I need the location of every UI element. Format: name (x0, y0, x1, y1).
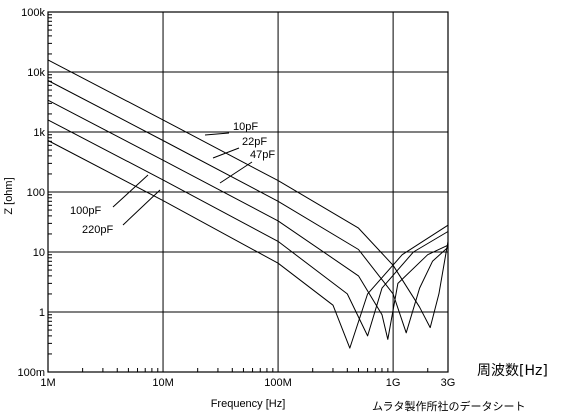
series-line-47pF (47, 99, 449, 340)
x-tick-label: 1G (386, 377, 401, 389)
series-label-47pF: 47pF (250, 149, 275, 161)
x-tick-label: 3G (441, 377, 456, 389)
leader-line-22pF (212, 147, 240, 159)
series-label-220pF: 220pF (82, 224, 113, 236)
series-label-10pF: 10pF (233, 121, 258, 133)
grid (47, 11, 449, 373)
y-tick-label: 1k (33, 127, 45, 139)
y-tick-label: 100 (27, 187, 45, 199)
series-line-220pF (47, 140, 449, 349)
x-axis-title: Frequency [Hz] (211, 398, 286, 410)
leader-line-10pF (204, 132, 230, 136)
y-tick-label: 1 (39, 307, 45, 319)
frequency-unit-note: 周波数[Hz] (477, 363, 548, 379)
plot-border (47, 11, 449, 373)
leader-line-100pF (112, 174, 149, 208)
leader-line-220pF (122, 189, 161, 226)
y-tick-label: 100k (21, 7, 45, 19)
source-note: ムラタ製作所社のデータシート (372, 400, 526, 413)
x-tick-label: 1M (40, 377, 55, 389)
series-label-100pF: 100pF (70, 205, 101, 217)
series-label-22pF: 22pF (242, 136, 267, 148)
y-tick-label: 10k (27, 67, 45, 79)
leader-line-47pF (219, 161, 253, 184)
series-group (47, 59, 449, 349)
x-tick-label: 100M (264, 377, 292, 389)
x-tick-label: 10M (152, 377, 173, 389)
y-tick-label: 10 (33, 247, 45, 259)
plot-frame (47, 11, 449, 373)
tick-labels: 1M 10M 100M 1G 3G 100m 1 10 100 1k 10k 100k (17, 7, 455, 389)
y-axis-title: Z [ohm] (3, 177, 15, 214)
series-line-100pF (47, 119, 449, 337)
series-line-22pF (47, 80, 449, 334)
y-tick-label: 100m (17, 367, 45, 379)
